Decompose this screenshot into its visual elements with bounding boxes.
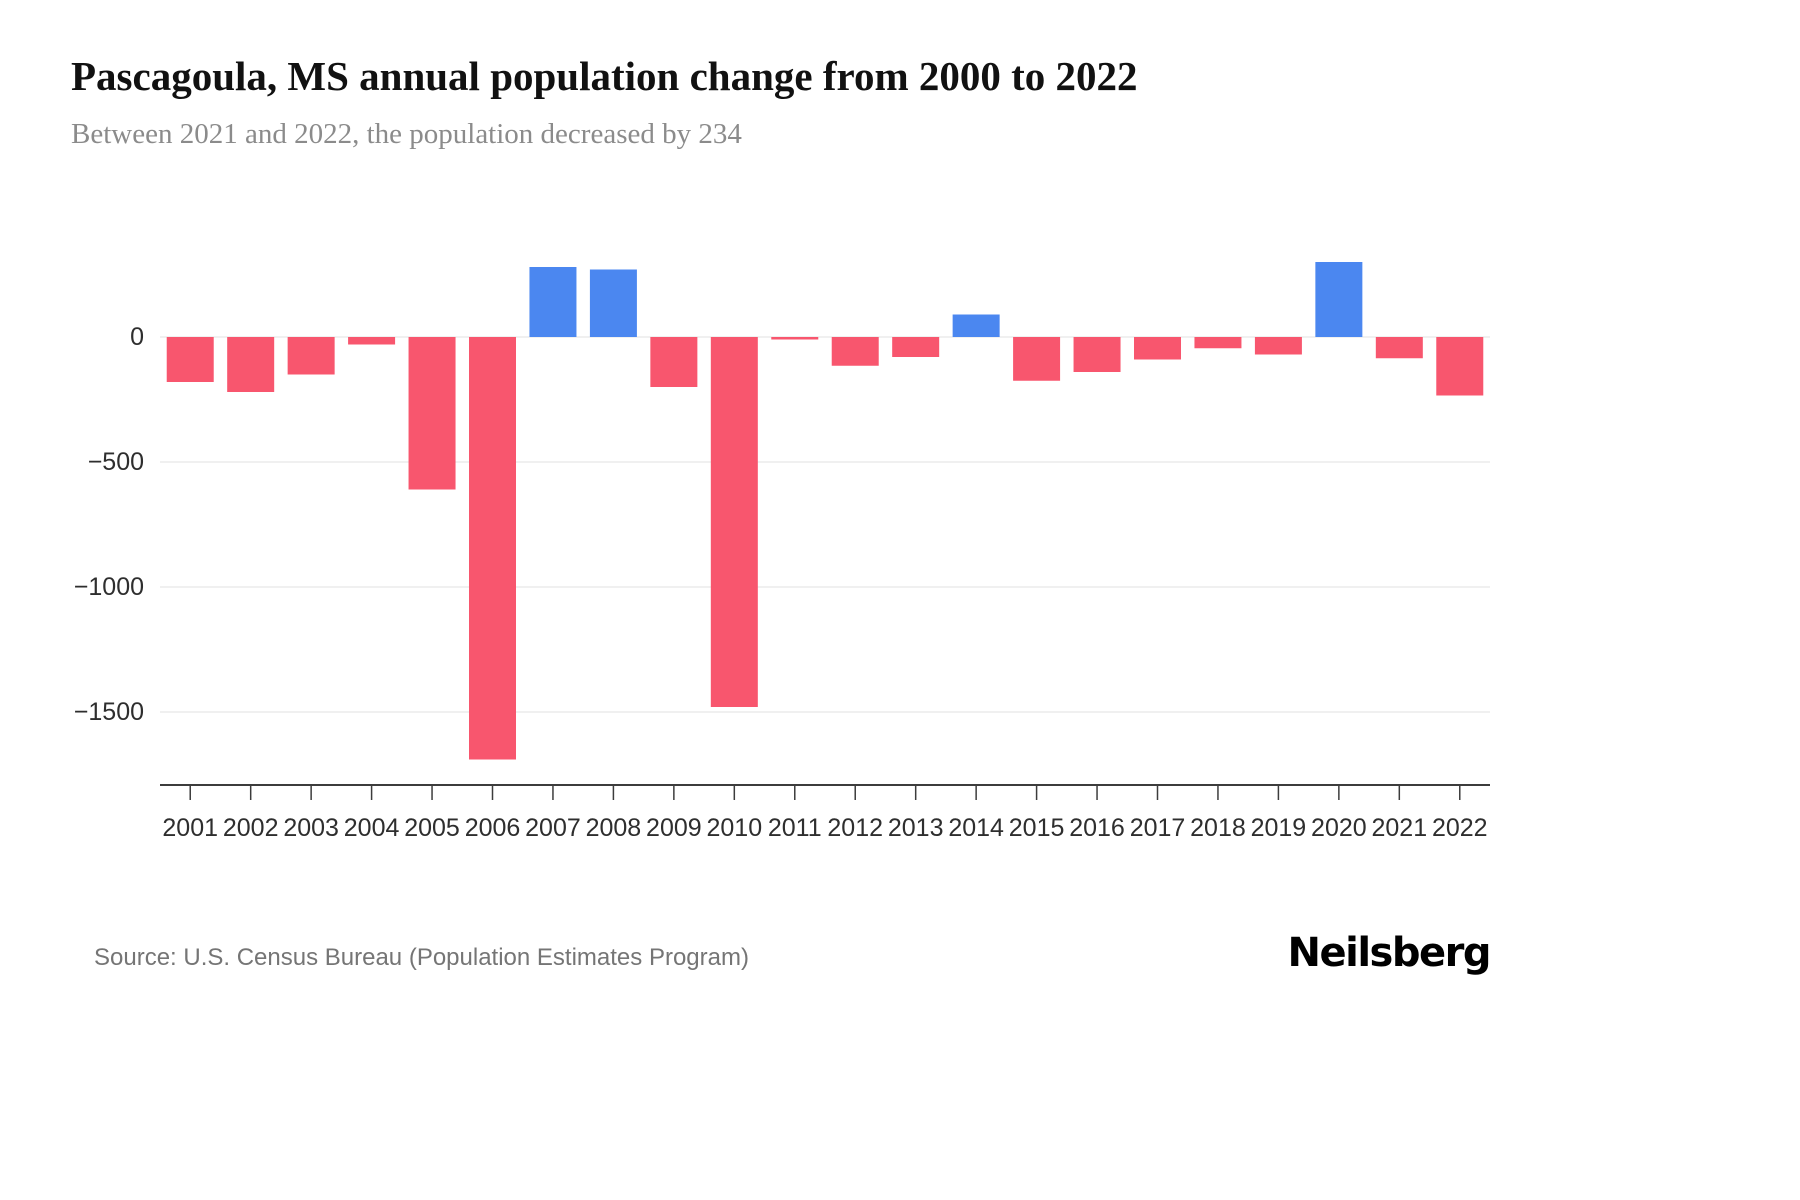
y-tick-label: −1000 (74, 573, 144, 601)
x-tick-label: 2010 (707, 814, 763, 842)
bar-2020[interactable] (1315, 262, 1363, 337)
bar-2011[interactable] (771, 337, 819, 340)
bar-2006[interactable] (469, 337, 516, 760)
x-tick-label: 2006 (465, 814, 521, 842)
y-tick-label: 0 (130, 323, 144, 351)
bar-2013[interactable] (892, 337, 940, 357)
bar-2019[interactable] (1254, 337, 1302, 355)
bar-2016[interactable] (1073, 337, 1121, 372)
x-tick-label: 2015 (1009, 814, 1065, 842)
bar-2004[interactable] (348, 337, 396, 345)
bar-2005[interactable] (408, 337, 456, 490)
bar-2009[interactable] (650, 337, 698, 387)
x-tick-label: 2004 (344, 814, 400, 842)
bar-2021[interactable] (1375, 337, 1423, 359)
x-tick-label: 2009 (646, 814, 702, 842)
bar-2008[interactable] (589, 269, 637, 338)
bar-2002[interactable] (227, 337, 275, 392)
bar-2010[interactable] (710, 337, 758, 707)
x-tick-label: 2012 (827, 814, 883, 842)
x-tick-label: 2002 (223, 814, 279, 842)
bar-2001[interactable] (166, 337, 214, 382)
bar-2015[interactable] (1013, 337, 1061, 381)
y-tick-label: −500 (88, 448, 144, 476)
x-tick-label: 2007 (525, 814, 581, 842)
bar-2017[interactable] (1134, 337, 1181, 360)
x-tick-label: 2017 (1130, 814, 1186, 842)
bar-2014[interactable] (952, 314, 1000, 338)
chart-subtitle: Between 2021 and 2022, the population de… (71, 118, 742, 150)
x-tick-label: 2016 (1069, 814, 1125, 842)
x-tick-label: 2005 (404, 814, 460, 842)
y-tick-label: −1500 (74, 698, 144, 726)
x-tick-label: 2022 (1432, 814, 1488, 842)
chart-title: Pascagoula, MS annual population change … (71, 53, 1138, 99)
bar-2022[interactable] (1436, 337, 1484, 396)
x-tick-label: 2003 (283, 814, 339, 842)
bar-2012[interactable] (831, 337, 879, 366)
x-tick-label: 2013 (888, 814, 944, 842)
bar-2003[interactable] (287, 337, 335, 375)
brand-logo: Neilsberg (1287, 930, 1492, 976)
x-tick-label: 2014 (948, 814, 1004, 842)
x-tick-label: 2011 (768, 814, 822, 842)
source-note: Source: U.S. Census Bureau (Population E… (94, 944, 749, 971)
x-tick-label: 2020 (1311, 814, 1367, 842)
x-tick-label: 2019 (1251, 814, 1307, 842)
x-tick-label: 2001 (162, 814, 218, 842)
bar-2007[interactable] (529, 267, 577, 337)
bar-2018[interactable] (1194, 337, 1242, 349)
x-tick-label: 2021 (1372, 814, 1428, 842)
x-tick-label: 2008 (586, 814, 642, 842)
x-tick-label: 2018 (1190, 814, 1246, 842)
